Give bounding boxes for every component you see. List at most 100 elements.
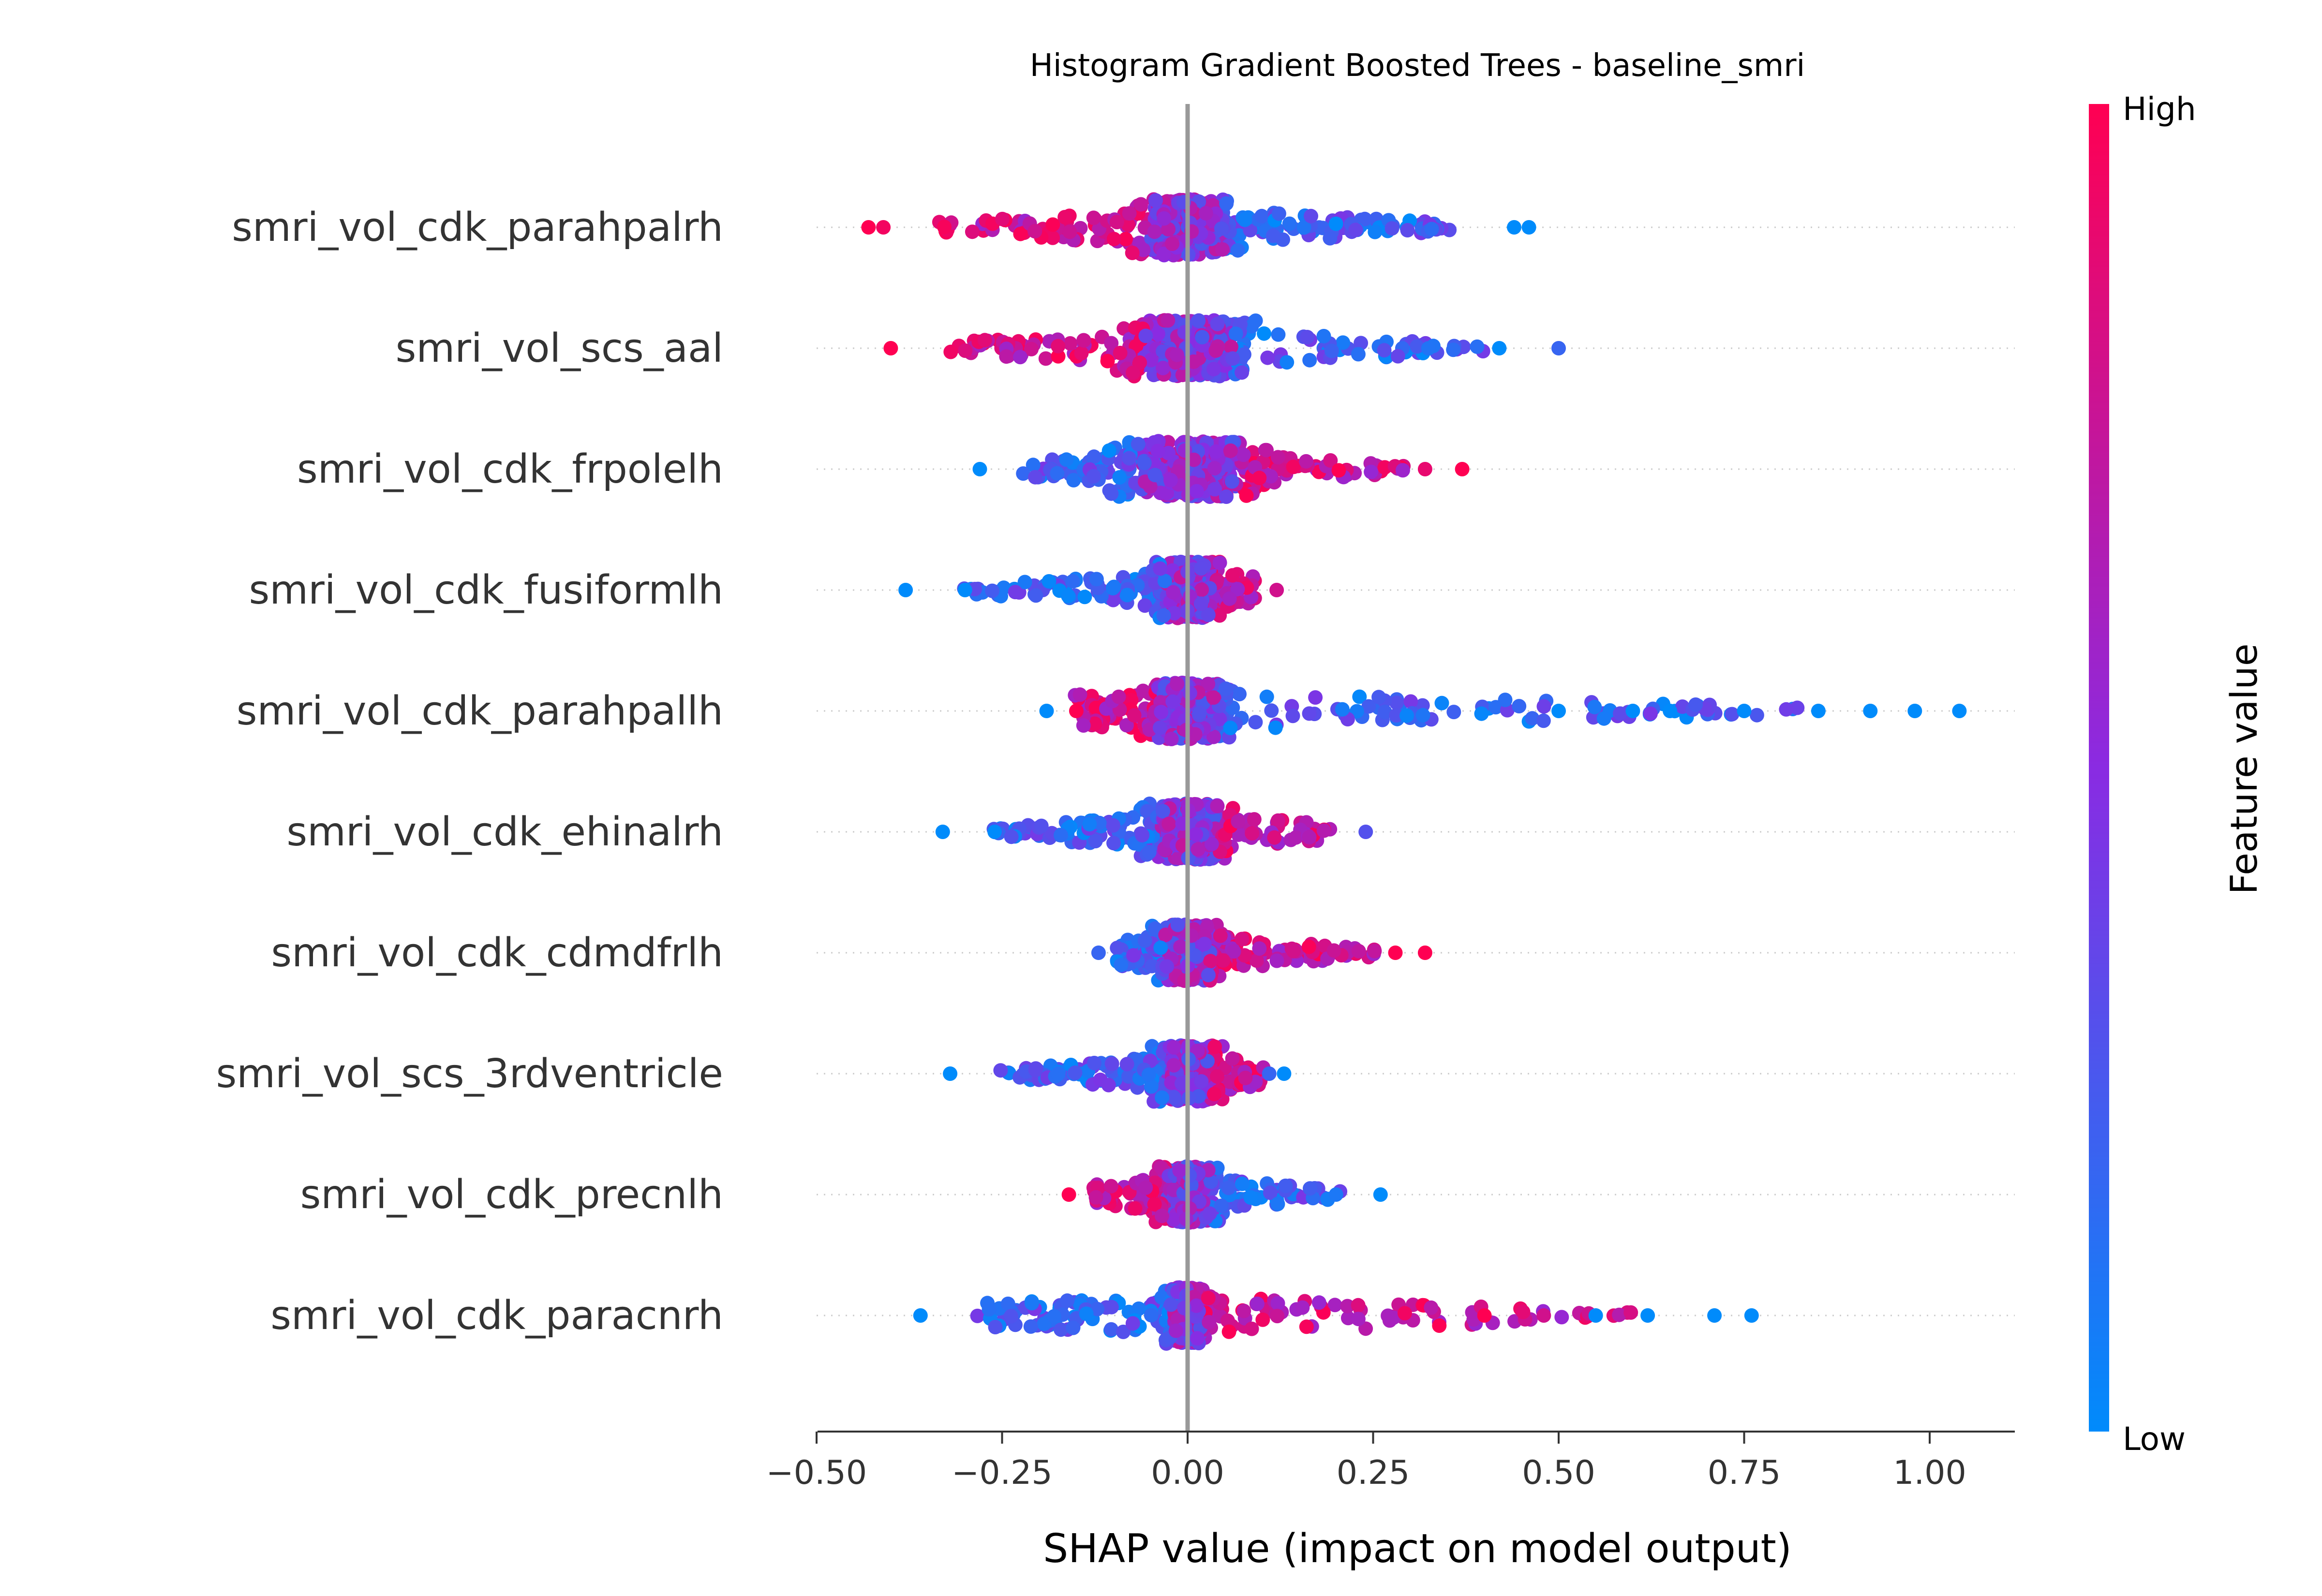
shap-point	[1328, 216, 1343, 231]
shap-point	[1725, 707, 1740, 722]
shap-point	[1215, 242, 1230, 257]
shap-point	[1008, 585, 1023, 600]
shap-point	[1348, 222, 1363, 237]
shap-point	[1640, 1308, 1655, 1323]
shap-point	[1155, 804, 1170, 819]
shap-point	[1811, 704, 1826, 718]
shap-point	[1088, 834, 1103, 849]
shap-point	[1076, 718, 1091, 733]
shap-point	[1212, 555, 1227, 570]
shap-point	[1169, 347, 1184, 362]
shap-point	[1156, 608, 1171, 623]
shap-point	[1144, 1079, 1159, 1094]
shap-point	[1434, 695, 1449, 710]
shap-point	[1278, 1178, 1293, 1193]
shap-point	[1361, 699, 1376, 714]
shap-point	[1201, 607, 1216, 622]
shap-point	[1037, 1316, 1052, 1331]
shap-point	[1270, 813, 1285, 828]
shap-point	[1417, 946, 1432, 960]
shap-point	[1017, 575, 1032, 590]
shap-point	[1013, 226, 1028, 241]
shap-point	[1340, 1299, 1355, 1314]
shap-point	[1613, 706, 1627, 721]
shap-point	[1354, 336, 1369, 351]
shap-point	[1194, 582, 1209, 597]
shap-point	[1446, 705, 1461, 720]
shap-point	[1024, 341, 1039, 356]
shap-point	[1202, 1206, 1217, 1221]
feature-label: smri_vol_cdk_frpolelh	[297, 446, 723, 492]
shap-point	[861, 220, 876, 235]
shap-point	[1316, 329, 1331, 343]
shap-point	[1082, 817, 1097, 832]
shap-point	[1300, 330, 1315, 344]
shap-point	[958, 343, 973, 358]
shap-point	[1201, 1291, 1216, 1306]
shap-point	[1186, 452, 1201, 467]
shap-point	[1034, 818, 1049, 833]
shap-point	[1367, 944, 1382, 959]
colorbar-low-label: Low	[2123, 1420, 2186, 1458]
shap-point	[1214, 1198, 1229, 1213]
shap-point	[1230, 243, 1245, 258]
shap-point	[1235, 931, 1250, 946]
shap-point	[1255, 1312, 1270, 1327]
shap-point	[1170, 917, 1185, 932]
shap-point	[1204, 837, 1219, 852]
shap-point	[1069, 704, 1084, 718]
shap-point	[1311, 1295, 1326, 1310]
shap-point	[1045, 217, 1060, 232]
shap-point	[1271, 206, 1286, 221]
shap-point	[1316, 823, 1331, 838]
shap-point	[1126, 948, 1141, 963]
shap-point	[1074, 346, 1089, 361]
shap-point	[1167, 1090, 1181, 1105]
shap-point	[1525, 711, 1540, 726]
shap-point	[1223, 721, 1238, 736]
shap-point	[1118, 232, 1133, 247]
shap-point	[943, 344, 958, 359]
x-axis-label: SHAP value (impact on model output)	[1043, 1526, 1792, 1572]
shap-point	[1189, 1298, 1204, 1313]
shap-point	[1301, 939, 1316, 954]
shap-point	[988, 1320, 1003, 1334]
shap-point	[1248, 313, 1263, 328]
shap-point	[1137, 933, 1152, 948]
shap-point	[1327, 1298, 1342, 1313]
shap-point	[1066, 473, 1081, 488]
shap-point	[1106, 836, 1121, 851]
shap-point	[985, 583, 1000, 598]
shap-point	[1304, 208, 1318, 223]
shap-point	[1455, 462, 1470, 476]
feature-row-dots	[943, 1038, 1292, 1109]
shap-point	[1173, 939, 1188, 954]
shap-point	[1551, 704, 1566, 718]
shap-point	[1051, 1066, 1066, 1081]
shap-point	[1207, 1039, 1222, 1054]
shap-point	[1156, 361, 1171, 375]
shap-point	[1351, 944, 1366, 959]
shap-point	[1265, 228, 1280, 243]
shap-point	[1153, 940, 1168, 955]
shap-point	[1390, 349, 1405, 364]
shap-point	[1336, 335, 1351, 350]
shap-point	[1790, 700, 1805, 715]
shap-point	[1137, 598, 1152, 613]
shap-point	[1194, 561, 1209, 576]
shap-point	[1244, 1321, 1259, 1336]
shap-point	[1588, 1308, 1603, 1323]
colorbar-high-label: High	[2123, 90, 2196, 128]
shap-point	[1104, 1300, 1119, 1315]
shap-point	[1536, 713, 1551, 728]
feature-label: smri_vol_scs_aal	[396, 325, 723, 371]
shap-point	[1063, 336, 1078, 351]
shap-point	[1512, 699, 1527, 714]
shap-point	[935, 825, 950, 839]
shap-point	[1236, 447, 1251, 462]
shap-point	[1521, 220, 1536, 235]
shap-point	[943, 1066, 958, 1081]
shap-point	[1051, 339, 1066, 354]
shap-point	[1168, 1323, 1183, 1338]
shap-point	[1157, 211, 1172, 226]
